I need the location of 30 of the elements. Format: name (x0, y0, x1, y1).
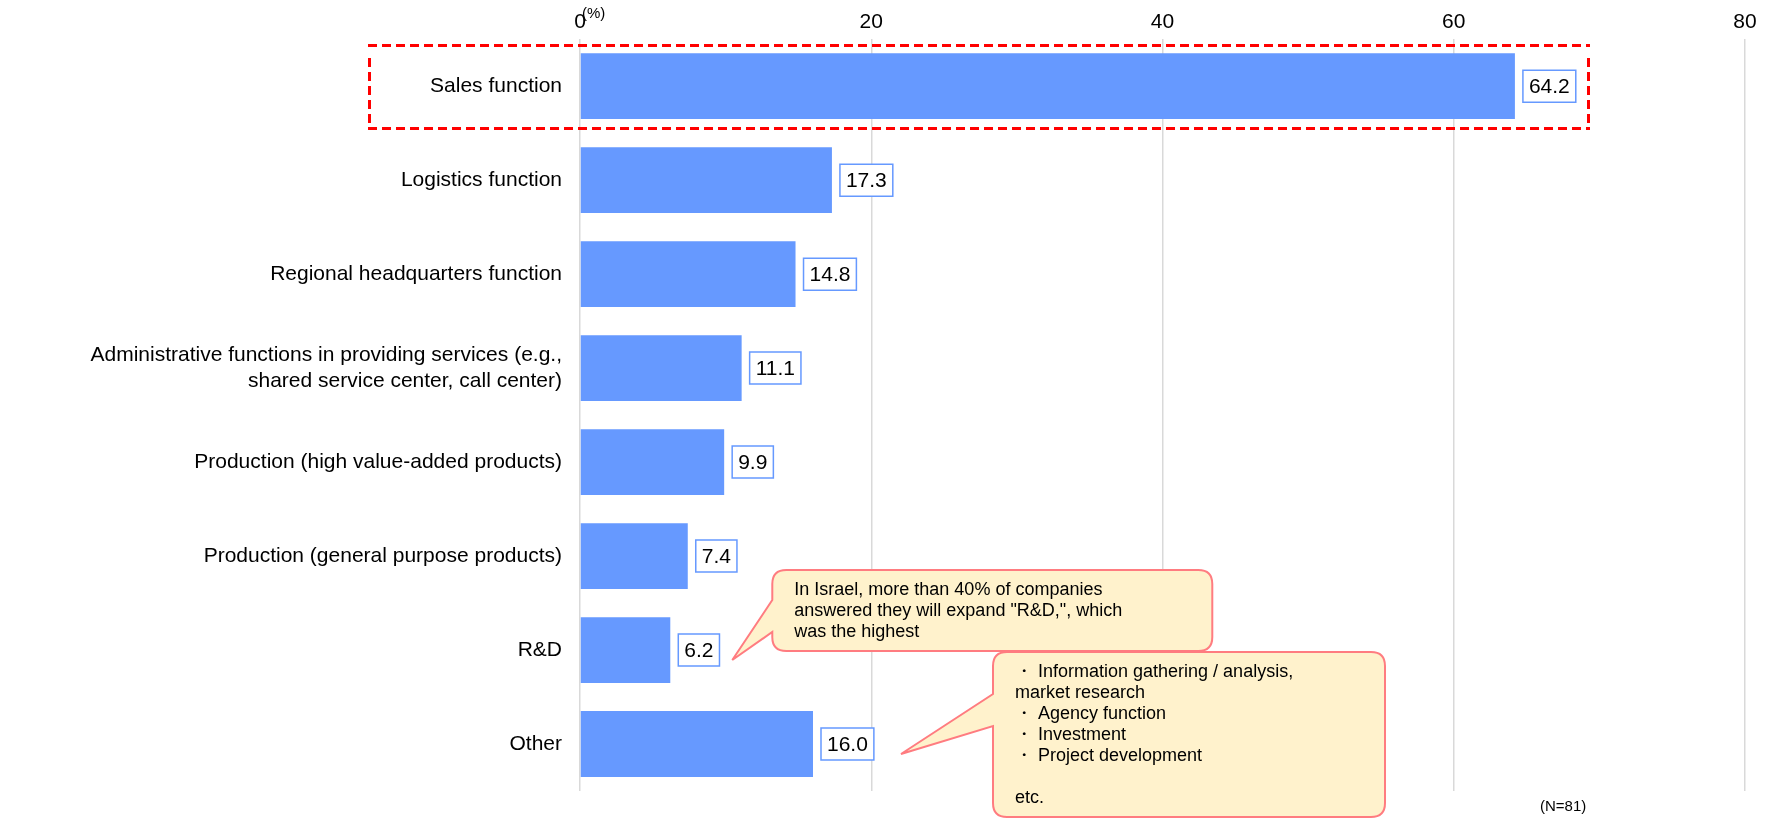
y-tick-label: Sales function (430, 72, 562, 96)
bar (580, 429, 725, 495)
y-tick-label: Administrative functions in providing services (e.g., shared service center, call center) (90, 342, 562, 391)
x-tick-label: 60 (1442, 9, 1466, 33)
bar (580, 617, 671, 683)
y-tick-label: Other (509, 730, 562, 754)
bar (580, 241, 796, 308)
y-tick-label: Regional headquarters function (270, 260, 562, 284)
data-label: 17.3 (845, 167, 887, 191)
annotation: In Israel, more than 40% of companies answered they will expand "R&D,", which was the highest (794, 579, 1123, 643)
y-tick-label: Production (general purpose products) (203, 542, 562, 566)
bar (580, 523, 688, 589)
data-label: 14.8 (809, 261, 851, 285)
data-label: 9.9 (738, 449, 768, 473)
x-tick-label: 20 (859, 9, 883, 33)
x-tick-label: 80 (1733, 9, 1757, 33)
bar (580, 711, 813, 777)
data-label: 11.1 (755, 355, 795, 379)
text: (N=81) (1540, 797, 1587, 814)
bar (580, 335, 742, 401)
x-tick-label: 40 (1150, 9, 1175, 33)
bar (580, 147, 832, 214)
data-label: 64.2 (1528, 73, 1570, 97)
data-label: 7.4 (701, 543, 732, 567)
data-label: 16.0 (827, 731, 868, 755)
y-tick-label: Production (high value-added products) (194, 448, 562, 472)
text: ・ Information gathering / analysis, market research ・ Agency function ・ Investment ・ Project development etc. (1015, 661, 1294, 807)
y-tick-label: Logistics function (400, 166, 562, 190)
data-label: 6.2 (684, 637, 714, 661)
y-tick-label: R&D (517, 636, 562, 660)
